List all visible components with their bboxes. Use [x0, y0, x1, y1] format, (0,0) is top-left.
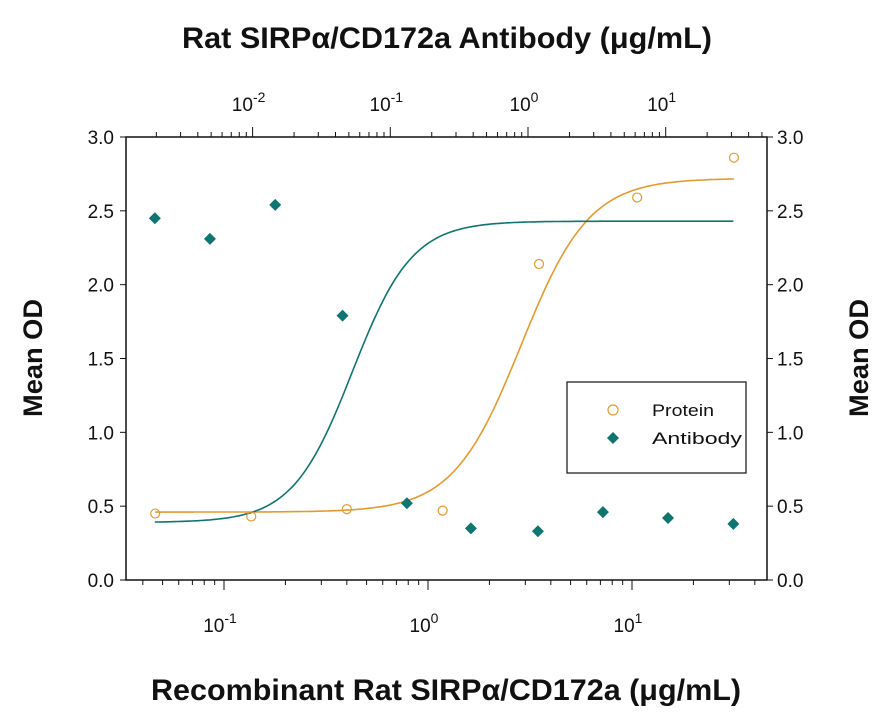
- y-tick-label-left: 2.5: [88, 202, 114, 223]
- y-tick-label-right: 3.0: [777, 128, 803, 149]
- data-point-protein: [246, 511, 257, 522]
- data-point-antibody: [596, 506, 609, 519]
- data-point-antibody: [400, 497, 413, 510]
- y-tick-label-right: 1.0: [777, 423, 803, 444]
- legend: Protein Antibody: [566, 381, 747, 474]
- chart-title: Rat SIRPα/CD172a Antibody (μg/mL): [182, 22, 712, 55]
- legend-antibody-marker: [607, 432, 619, 444]
- data-point-antibody: [148, 212, 161, 225]
- y-axis-label-left: Mean OD: [18, 299, 48, 417]
- x-top-tick-label: 10-1: [370, 89, 404, 116]
- y-tick-label-right: 2.0: [777, 276, 803, 297]
- x-top-tick-label: 101: [647, 89, 676, 116]
- y-tick-label-left: 1.0: [88, 423, 114, 444]
- y-tick-label-left: 3.0: [88, 128, 114, 149]
- y-tick-label-left: 0.5: [88, 497, 114, 518]
- y-tick-label-left: 0.0: [88, 571, 114, 592]
- legend-antibody-label: Antibody: [652, 429, 743, 448]
- data-point-antibody: [662, 511, 675, 524]
- y-axis-label-right: Mean OD: [844, 299, 874, 417]
- data-point-antibody: [203, 232, 216, 245]
- data-point-protein: [728, 152, 740, 163]
- y-tick-label-left: 1.5: [88, 350, 114, 371]
- x-axis-label: Recombinant Rat SIRPα/CD172a (μg/mL): [151, 674, 741, 707]
- data-point-antibody: [464, 522, 477, 535]
- legend-protein-label: Protein: [652, 401, 714, 420]
- data-point-protein: [632, 192, 643, 203]
- data-point-antibody: [531, 525, 544, 538]
- data-point-antibody: [727, 517, 740, 530]
- y-tick-label-left: 2.0: [88, 276, 114, 297]
- data-point-protein: [437, 505, 448, 516]
- x-bottom-tick-label: 101: [614, 610, 643, 637]
- data-point-protein: [341, 504, 352, 515]
- x-bottom-tick-label: 10-1: [203, 610, 237, 637]
- data-point-antibody: [336, 309, 349, 322]
- data-point-antibody: [269, 198, 282, 211]
- x-top-tick-label: 100: [510, 89, 539, 116]
- fit-curve-antibody: [154, 220, 734, 523]
- x-bottom-tick-label: 100: [410, 610, 439, 637]
- data-point-protein: [533, 258, 545, 270]
- y-tick-label-right: 0.0: [777, 571, 803, 592]
- y-tick-label-right: 1.5: [777, 350, 803, 371]
- legend-protein-marker: [607, 404, 619, 416]
- y-tick-label-right: 2.5: [777, 202, 803, 223]
- y-tick-label-right: 0.5: [777, 497, 803, 518]
- x-top-tick-label: 10-2: [232, 89, 266, 116]
- data-point-protein: [150, 508, 161, 519]
